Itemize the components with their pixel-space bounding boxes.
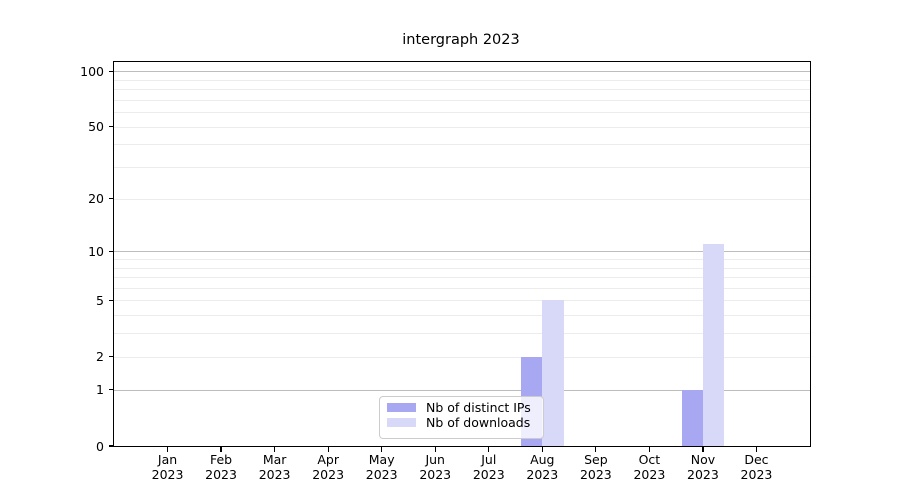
- x-tick: [755, 447, 758, 453]
- x-tick: [274, 447, 276, 453]
- x-tick-label: Oct 2023: [633, 452, 666, 482]
- gridline-major: [114, 389, 810, 391]
- gridline-minor: [114, 315, 810, 317]
- x-tick: [166, 447, 169, 453]
- x-tick: [434, 447, 436, 453]
- gridline-minor: [114, 258, 810, 260]
- x-tick: [595, 447, 597, 453]
- y-tick: [109, 389, 114, 391]
- y-tick: [109, 299, 114, 302]
- gridline-minor: [114, 333, 810, 335]
- y-tick: [109, 126, 114, 128]
- x-tick-label: May 2023: [365, 452, 398, 482]
- y-tick: [109, 445, 114, 447]
- gridline-minor: [114, 79, 810, 81]
- y-tick: [109, 356, 114, 358]
- x-tick: [648, 447, 650, 453]
- x-tick-label: Apr 2023: [312, 452, 345, 482]
- gridline-major: [114, 251, 810, 253]
- y-tick: [109, 70, 114, 72]
- y-tick-label: 100: [80, 63, 104, 79]
- legend-item: Nb of downloads: [380, 415, 543, 430]
- gridline-minor: [114, 198, 810, 200]
- x-tick-label: Sep 2023: [579, 452, 612, 482]
- x-tick: [220, 447, 222, 453]
- legend-label-distinct-ips: Nb of distinct IPs: [426, 400, 531, 415]
- gridline-minor: [114, 126, 810, 128]
- plot-area: Nb of distinct IPs Nb of downloads 0 1 2 5 1…: [80, 61, 811, 481]
- x-tick: [488, 447, 490, 453]
- y-tick-label: 10: [88, 243, 104, 259]
- y-tick-label: 0: [96, 438, 104, 454]
- y-tick-label: 2: [96, 349, 104, 365]
- x-tick-label: Mar 2023: [258, 452, 291, 482]
- x-tick-label: Jun 2023: [419, 452, 452, 482]
- gridline-minor: [114, 99, 810, 101]
- bar-downloads: [542, 300, 564, 446]
- x-tick-label: Dec 2023: [740, 452, 773, 482]
- y-tick: [109, 198, 114, 200]
- legend-item: Nb of distinct IPs: [380, 400, 543, 415]
- legend-swatch-distinct-ips: [387, 403, 416, 412]
- x-tick-label: Feb 2023: [205, 452, 237, 482]
- gridline-minor: [114, 144, 810, 146]
- x-tick: [381, 447, 383, 453]
- bar-distinct-ips: [681, 389, 703, 446]
- gridline-minor: [114, 277, 810, 279]
- x-tick-label: Nov 2023: [687, 452, 719, 482]
- x-tick-label: Jan 2023: [151, 452, 184, 482]
- y-tick: [109, 250, 114, 252]
- y-tick-label: 1: [96, 382, 104, 398]
- legend-swatch-downloads: [387, 418, 416, 427]
- legend: Nb of distinct IPs Nb of downloads: [379, 396, 544, 439]
- x-tick-label: Jul 2023: [472, 452, 505, 482]
- x-tick: [327, 447, 329, 453]
- gridline-minor: [114, 287, 810, 289]
- chart-title: intergraph 2023: [402, 32, 520, 48]
- gridline-minor: [114, 112, 810, 114]
- x-tick-label: Aug 2023: [526, 452, 559, 482]
- bar-downloads: [702, 244, 725, 446]
- gridline-minor: [114, 89, 810, 91]
- legend-label-downloads: Nb of downloads: [426, 415, 531, 430]
- gridline-minor: [114, 167, 810, 169]
- gridline-major: [114, 71, 810, 73]
- y-tick-label: 5: [96, 292, 104, 308]
- y-tick-label: 20: [88, 191, 104, 207]
- x-tick: [541, 447, 543, 453]
- gridline-minor: [114, 267, 810, 269]
- y-tick-label: 50: [88, 119, 104, 135]
- gridline-minor: [114, 300, 810, 302]
- gridline-minor: [114, 356, 810, 358]
- x-tick: [702, 447, 704, 453]
